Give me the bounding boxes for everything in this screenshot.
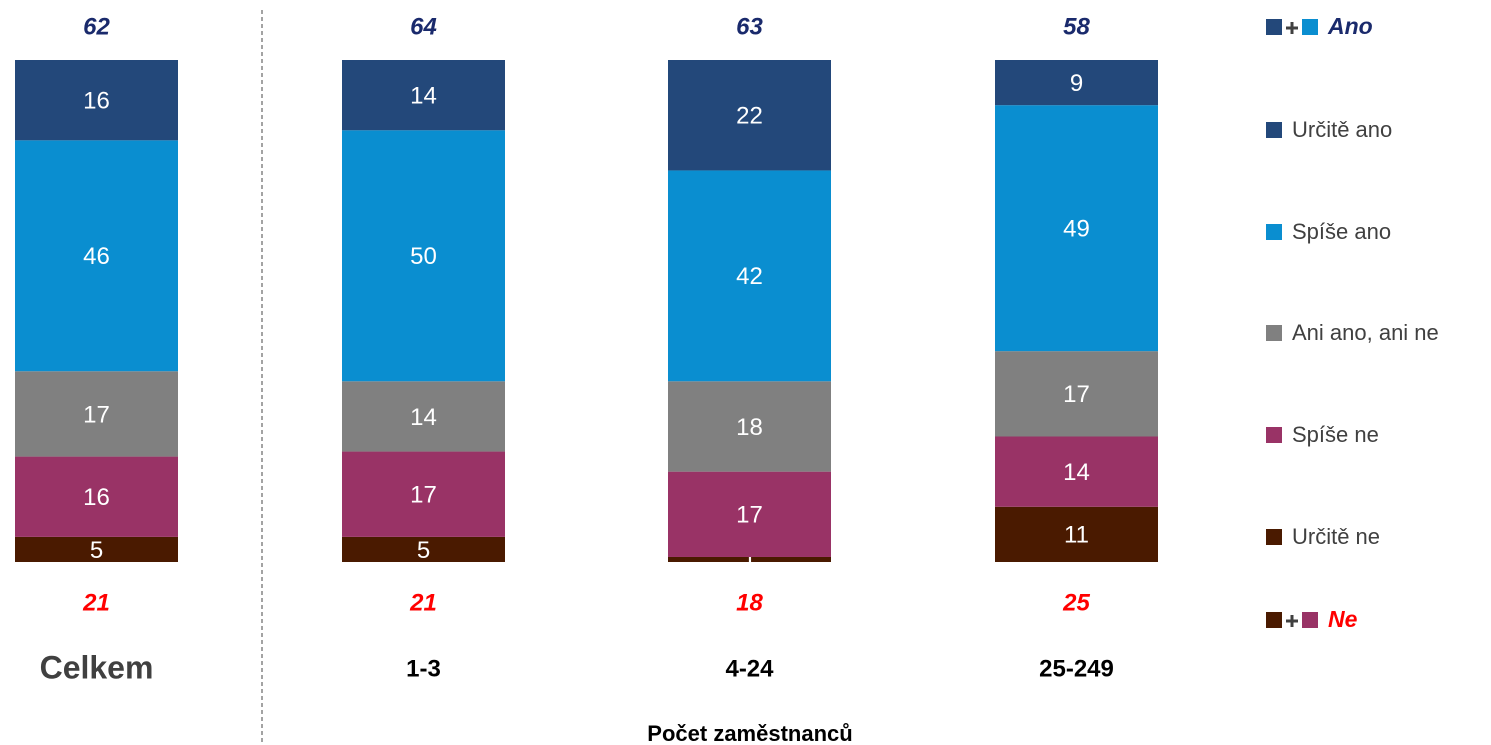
- legend-label: Určitě ne: [1292, 524, 1380, 549]
- legend-label: Spíše ne: [1292, 422, 1379, 447]
- data-label: 18: [736, 414, 763, 441]
- legend-swatch: [1266, 529, 1282, 545]
- data-label: 17: [83, 401, 110, 428]
- bar-segment: [342, 381, 505, 452]
- data-label: 50: [410, 243, 437, 270]
- legend-group-label: Ano: [1327, 13, 1373, 39]
- x-tick-label: 25-249: [1039, 655, 1114, 682]
- bar-segment: [15, 371, 178, 457]
- bar-segment: [995, 351, 1158, 437]
- group-total: 58: [1063, 13, 1090, 40]
- bar-segment: [342, 451, 505, 537]
- bar-segment: [995, 436, 1158, 507]
- legend-label: Určitě ano: [1292, 117, 1392, 142]
- group-total: 62: [83, 13, 110, 40]
- data-label: 42: [736, 263, 763, 290]
- group-total: 63: [736, 13, 763, 40]
- bar-segment: [342, 536, 505, 562]
- legend-swatch: [1266, 224, 1282, 240]
- group-total: 21: [409, 589, 437, 616]
- bar-segment: [668, 60, 831, 171]
- legend-label: Spíše ano: [1292, 219, 1391, 244]
- x-tick-label: 1-3: [406, 655, 441, 682]
- x-tick-label: 4-24: [725, 655, 774, 682]
- data-label: 46: [83, 243, 110, 270]
- bar-segment: [15, 536, 178, 562]
- legend-swatch: [1266, 325, 1282, 341]
- data-label: 5: [90, 537, 103, 564]
- bar-segment: [995, 60, 1158, 106]
- bar-segment: [995, 105, 1158, 352]
- group-total: 64: [410, 13, 437, 40]
- bar-segment: [668, 471, 831, 557]
- data-label: 5: [417, 537, 430, 564]
- data-label: 49: [1063, 216, 1090, 243]
- legend-swatch: [1266, 122, 1282, 138]
- legend-swatch: [1266, 19, 1282, 35]
- bar-segment: [668, 556, 831, 562]
- data-label: 11: [1064, 522, 1089, 549]
- group-total: 18: [736, 589, 763, 616]
- bar-segment: [668, 170, 831, 382]
- data-label: 22: [736, 103, 763, 130]
- data-label: 14: [1063, 459, 1090, 486]
- bar-segment: [342, 60, 505, 131]
- bar-segment: [342, 130, 505, 382]
- legend-group-label: Ne: [1328, 606, 1358, 632]
- legend-swatch: [1266, 427, 1282, 443]
- data-label: 14: [410, 404, 437, 431]
- bar-segment: [668, 381, 831, 472]
- x-tick-label: Celkem: [40, 649, 154, 685]
- bar-segment: [995, 506, 1158, 562]
- bar-segment: [15, 140, 178, 372]
- legend-swatch: [1302, 19, 1318, 35]
- group-total: 25: [1062, 589, 1090, 616]
- group-total: 21: [82, 589, 110, 616]
- x-axis-label: Počet zaměstnanců: [647, 721, 852, 745]
- data-label: 16: [83, 88, 110, 115]
- data-label: 17: [410, 482, 437, 509]
- bar-segment: [15, 60, 178, 141]
- data-label: 9: [1070, 70, 1083, 97]
- legend-swatch: [1266, 612, 1282, 628]
- data-label: 17: [736, 502, 763, 529]
- legend-label: Ani ano, ani ne: [1292, 320, 1439, 345]
- legend-swatch: [1302, 612, 1318, 628]
- data-label: 14: [410, 82, 437, 109]
- bar-segment: [15, 456, 178, 537]
- data-label: 17: [1063, 381, 1090, 408]
- data-label: 16: [83, 484, 110, 511]
